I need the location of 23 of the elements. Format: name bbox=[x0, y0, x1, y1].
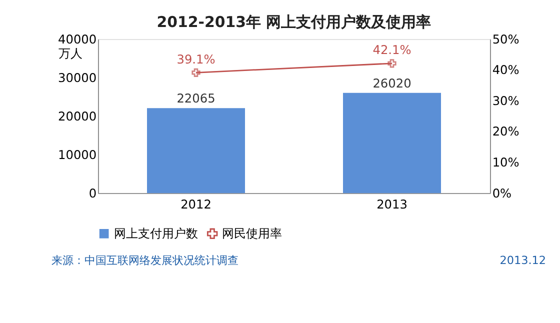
legend-label: 网上支付用户数 bbox=[114, 226, 198, 240]
y2-tick-label: 50% bbox=[492, 32, 520, 46]
y-axis-title: 万人 bbox=[58, 46, 82, 60]
text: 2013.12 bbox=[500, 254, 546, 267]
data-label: 26020 bbox=[372, 76, 412, 90]
y-tick-label: 40000 bbox=[58, 32, 97, 46]
y-tick-label: 0 bbox=[88, 186, 97, 200]
data-label: 39.1% bbox=[176, 52, 216, 66]
x-tick-label: 2012 bbox=[180, 197, 212, 212]
data-label: 22065 bbox=[176, 92, 216, 106]
source-note: 来源：中国互联网络发展状况统计调查 bbox=[51, 254, 238, 267]
y-tick-label: 30000 bbox=[58, 70, 97, 85]
y2-tick-label: 10% bbox=[492, 155, 520, 170]
y-tick-label: 20000 bbox=[58, 109, 97, 124]
x-tick-label: 2013 bbox=[376, 197, 408, 212]
y2-tick-label: 40% bbox=[492, 63, 520, 78]
y2-tick-label: 30% bbox=[492, 94, 520, 108]
y-tick-label: 10000 bbox=[58, 148, 97, 162]
legend-label: 网民使用率 bbox=[222, 226, 282, 240]
y2-tick-label: 0% bbox=[492, 186, 512, 200]
y2-tick-label: 20% bbox=[492, 124, 520, 139]
data-label: 42.1% bbox=[372, 43, 412, 58]
chart-title: 2012-2013年 网上支付用户数及使用率 bbox=[156, 12, 432, 31]
